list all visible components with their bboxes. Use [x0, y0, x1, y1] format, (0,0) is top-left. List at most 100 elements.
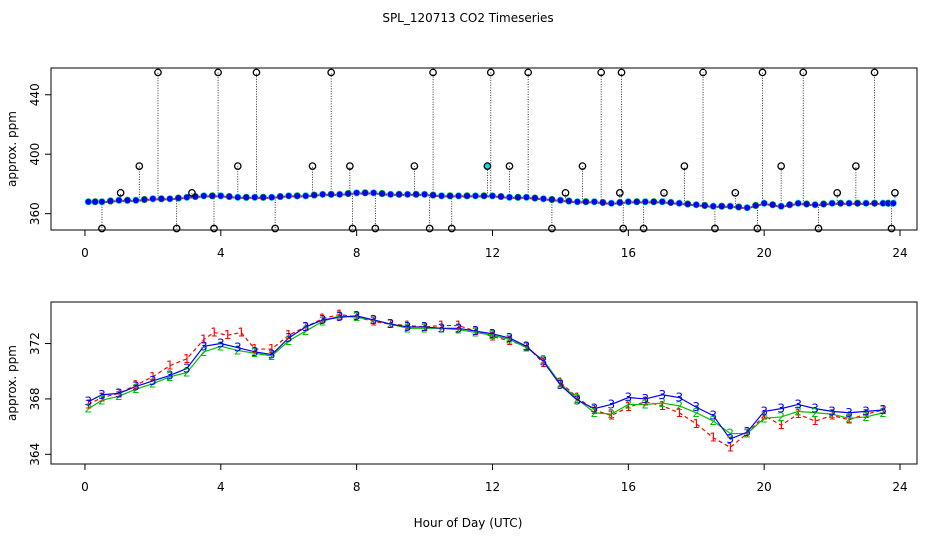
- top-data-point: [820, 200, 828, 208]
- top-data-point: [395, 190, 403, 198]
- bottom-x-tick-label: 8: [353, 480, 361, 494]
- top-axes: 0 4 8 12 16 20 24 360 400 440: [28, 83, 908, 260]
- bottom-data-point-1: 1: [845, 413, 853, 427]
- top-data-point: [803, 200, 811, 208]
- bottom-data-point-1: 1: [237, 325, 245, 339]
- bottom-data-point-2: 2: [85, 402, 93, 416]
- top-x-tick-label: 24: [892, 246, 907, 260]
- bottom-data-point-1: 1: [132, 378, 140, 392]
- bottom-data-point-1: 1: [879, 403, 887, 417]
- bottom-data-point-1: 1: [794, 407, 802, 421]
- bottom-series-line-2: [88, 315, 884, 435]
- top-outlier-point: [252, 68, 261, 77]
- bottom-data-point-3: 3: [523, 339, 531, 353]
- bottom-data-point-3: 3: [217, 337, 225, 351]
- top-data-point: [836, 199, 845, 207]
- bottom-data-point-1: 1: [200, 332, 208, 346]
- top-data-point: [667, 198, 675, 207]
- bottom-y-tick-label: 372: [28, 332, 42, 355]
- bottom-data-point-3: 3: [370, 313, 378, 327]
- bottom-data-point-3: 3: [234, 341, 242, 355]
- bottom-data-point-1: 1: [828, 409, 836, 423]
- bottom-data-point-3: 3: [608, 397, 616, 411]
- top-panel: approx. ppm 0 4 8 12 16 20 24 360 400 440: [5, 67, 918, 260]
- top-outlier-point: [887, 224, 896, 233]
- bottom-x-tick-label: 0: [81, 480, 89, 494]
- bottom-x-tick-label: 16: [621, 480, 636, 494]
- top-outlier-point: [561, 188, 570, 197]
- bottom-data-point-2: 2: [183, 366, 191, 380]
- bottom-data-point-2: 2: [574, 392, 582, 406]
- top-data-point: [624, 198, 632, 206]
- top-outlier-point: [348, 224, 357, 233]
- bottom-data-point-2: 2: [523, 341, 531, 355]
- top-marks: [84, 68, 899, 233]
- top-data-point: [556, 196, 565, 204]
- bottom-data-point-1: 1: [210, 325, 218, 339]
- bottom-data-point-3: 3: [387, 317, 395, 331]
- top-data-point: [505, 193, 514, 201]
- top-data-point: [106, 197, 115, 205]
- bottom-data-point-1: 1: [302, 320, 310, 334]
- bottom-data-point-1: 1: [574, 391, 582, 405]
- bottom-data-point-2: 2: [811, 406, 819, 420]
- bottom-data-point-3: 3: [641, 392, 649, 406]
- top-data-point: [777, 202, 785, 210]
- bottom-data-point-2: 2: [438, 321, 446, 335]
- bottom-data-point-3: 3: [183, 361, 191, 375]
- top-outlier-point: [777, 162, 786, 170]
- top-data-point: [285, 192, 293, 200]
- top-outlier-point: [799, 68, 808, 77]
- top-outlier-point: [711, 224, 719, 233]
- bottom-data-point-3: 3: [132, 379, 140, 393]
- bottom-data-point-3: 3: [285, 331, 293, 345]
- bottom-data-point-1: 1: [115, 386, 123, 400]
- bottom-y-tick-label: 368: [28, 387, 42, 410]
- top-data-point: [208, 192, 216, 200]
- top-outlier-point: [172, 224, 181, 233]
- top-data-point: [166, 195, 174, 203]
- top-data-point: [633, 198, 641, 206]
- bottom-data-point-2: 2: [319, 314, 327, 328]
- bottom-data-point-3: 3: [268, 348, 276, 362]
- bottom-data-point-3: 3: [743, 425, 751, 439]
- top-data-point: [735, 203, 743, 211]
- top-data-point: [599, 198, 607, 207]
- top-data-point: [123, 196, 132, 204]
- bottom-y-tick-label: 364: [28, 443, 42, 466]
- bottom-data-point-1: 1: [387, 317, 395, 331]
- bottom-data-point-1: 1: [641, 395, 649, 409]
- bottom-data-point-1: 1: [760, 409, 768, 423]
- top-data-point: [115, 196, 123, 204]
- top-data-point: [200, 192, 208, 200]
- bottom-data-point-1: 1: [224, 328, 232, 342]
- bottom-data-point-3: 3: [658, 388, 666, 402]
- bottom-data-point-1: 1: [726, 440, 734, 454]
- top-x-tick-label: 4: [217, 246, 225, 260]
- bottom-data-point-1: 1: [166, 359, 174, 373]
- top-x-tick-label: 20: [757, 246, 772, 260]
- top-outlier-point: [615, 188, 624, 197]
- bottom-data-point-3: 3: [506, 331, 514, 345]
- top-data-point: [616, 198, 624, 207]
- bottom-data-point-2: 2: [251, 346, 259, 360]
- top-x-tick-label: 8: [353, 246, 361, 260]
- top-data-point: [641, 198, 649, 206]
- top-data-point: [811, 201, 819, 209]
- top-outlier-point: [753, 224, 762, 233]
- top-data-point: [488, 192, 497, 200]
- top-data-point: [387, 190, 395, 198]
- top-data-point: [590, 198, 598, 206]
- bottom-data-point-1: 1: [438, 319, 446, 333]
- bottom-data-point-3: 3: [200, 339, 208, 353]
- bottom-data-point-3: 3: [302, 320, 310, 334]
- bottom-data-point-1: 1: [85, 397, 93, 411]
- top-data-point: [132, 196, 140, 204]
- bottom-data-point-3: 3: [489, 327, 497, 341]
- top-data-point: [268, 193, 276, 201]
- bottom-data-point-3: 3: [336, 310, 344, 324]
- bottom-data-point-3: 3: [438, 321, 446, 335]
- bottom-data-point-2: 2: [234, 343, 242, 357]
- bottom-data-point-3: 3: [557, 378, 565, 392]
